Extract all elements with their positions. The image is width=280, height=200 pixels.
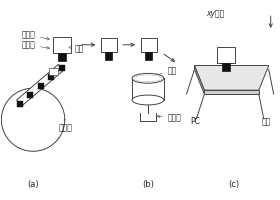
Bar: [101, 38, 117, 52]
Text: 元器件: 元器件: [21, 40, 50, 49]
Bar: [222, 63, 230, 71]
Bar: [58, 53, 66, 61]
Bar: [145, 52, 152, 60]
Text: 摄像头: 摄像头: [157, 113, 182, 122]
Polygon shape: [38, 83, 44, 89]
Polygon shape: [17, 101, 23, 107]
Text: PC: PC: [190, 117, 200, 126]
Polygon shape: [59, 65, 64, 71]
Ellipse shape: [132, 73, 164, 83]
Polygon shape: [27, 92, 33, 98]
Text: xy运动: xy运动: [206, 9, 225, 18]
Text: 吸嘴: 吸嘴: [69, 44, 84, 53]
Text: 贴片头: 贴片头: [21, 30, 50, 40]
Text: 光源: 光源: [155, 66, 177, 76]
Polygon shape: [48, 74, 54, 80]
Bar: [217, 47, 235, 63]
Bar: [53, 37, 71, 53]
Bar: [49, 68, 58, 75]
Bar: [141, 38, 157, 52]
Text: 送料器: 送料器: [59, 123, 73, 132]
Polygon shape: [194, 65, 269, 90]
Text: 焊盘: 焊盘: [262, 117, 271, 126]
Polygon shape: [194, 65, 204, 94]
Text: (a): (a): [27, 180, 39, 189]
Bar: [105, 52, 112, 60]
Polygon shape: [204, 90, 259, 94]
Ellipse shape: [132, 95, 164, 105]
Text: (b): (b): [142, 180, 154, 189]
Text: (c): (c): [228, 180, 240, 189]
Polygon shape: [17, 64, 63, 106]
